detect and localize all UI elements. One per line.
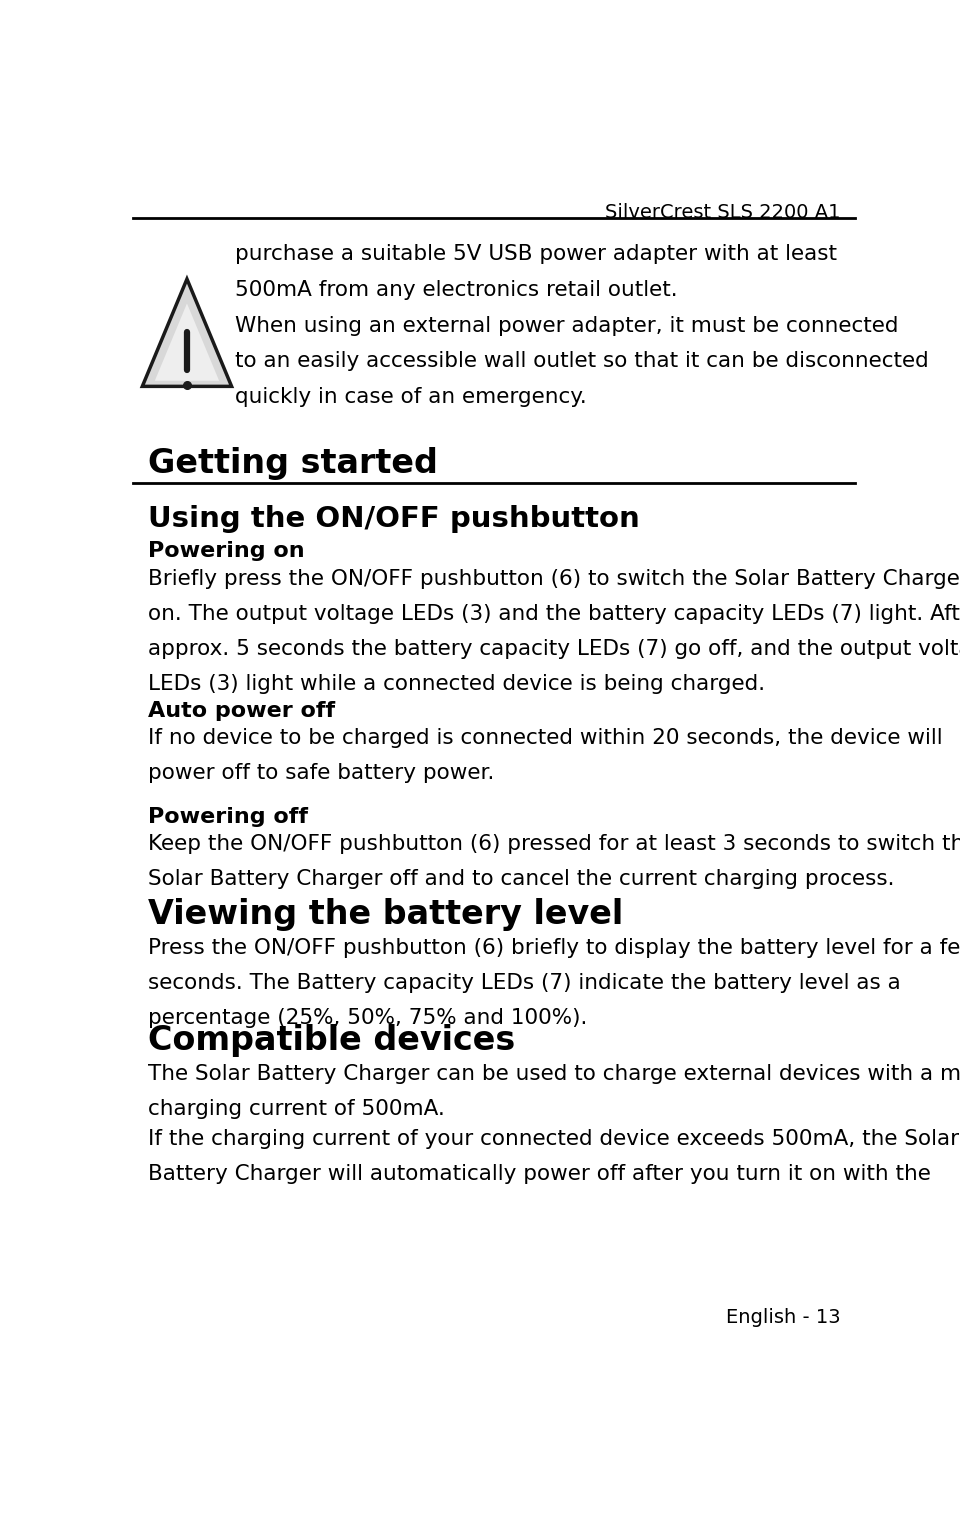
Text: Solar Battery Charger off and to cancel the current charging process.: Solar Battery Charger off and to cancel …: [148, 870, 895, 889]
Text: seconds. The Battery capacity LEDs (7) indicate the battery level as a: seconds. The Battery capacity LEDs (7) i…: [148, 973, 901, 992]
Text: percentage (25%, 50%, 75% and 100%).: percentage (25%, 50%, 75% and 100%).: [148, 1007, 588, 1027]
Text: When using an external power adapter, it must be connected: When using an external power adapter, it…: [235, 317, 899, 336]
Text: on. The output voltage LEDs (3) and the battery capacity LEDs (7) light. After: on. The output voltage LEDs (3) and the …: [148, 604, 960, 624]
Text: Briefly press the ON/OFF pushbutton (6) to switch the Solar Battery Charger: Briefly press the ON/OFF pushbutton (6) …: [148, 570, 960, 589]
Polygon shape: [142, 279, 231, 386]
Text: The Solar Battery Charger can be used to charge external devices with a max.: The Solar Battery Charger can be used to…: [148, 1064, 960, 1083]
Text: Press the ON/OFF pushbutton (6) briefly to display the battery level for a few: Press the ON/OFF pushbutton (6) briefly …: [148, 938, 960, 957]
Text: If no device to be charged is connected within 20 seconds, the device will: If no device to be charged is connected …: [148, 727, 943, 748]
Text: Auto power off: Auto power off: [148, 701, 335, 721]
Text: Viewing the battery level: Viewing the battery level: [148, 898, 624, 932]
Text: charging current of 500mA.: charging current of 500mA.: [148, 1098, 445, 1118]
Text: Keep the ON/OFF pushbutton (6) pressed for at least 3 seconds to switch the: Keep the ON/OFF pushbutton (6) pressed f…: [148, 833, 960, 854]
Text: LEDs (3) light while a connected device is being charged.: LEDs (3) light while a connected device …: [148, 674, 765, 694]
Text: If the charging current of your connected device exceeds 500mA, the Solar: If the charging current of your connecte…: [148, 1129, 959, 1148]
Text: SilverCrest SLS 2200 A1: SilverCrest SLS 2200 A1: [605, 203, 840, 221]
Text: Powering off: Powering off: [148, 807, 308, 827]
Text: Getting started: Getting started: [148, 447, 438, 480]
Text: Battery Charger will automatically power off after you turn it on with the: Battery Charger will automatically power…: [148, 1164, 931, 1185]
Text: power off to safe battery power.: power off to safe battery power.: [148, 762, 494, 783]
Text: 500mA from any electronics retail outlet.: 500mA from any electronics retail outlet…: [235, 280, 678, 300]
Text: to an easily accessible wall outlet so that it can be disconnected: to an easily accessible wall outlet so t…: [235, 351, 929, 371]
Polygon shape: [155, 303, 219, 380]
Text: purchase a suitable 5V USB power adapter with at least: purchase a suitable 5V USB power adapter…: [235, 244, 837, 264]
Text: Compatible devices: Compatible devices: [148, 1024, 516, 1057]
Text: English - 13: English - 13: [726, 1309, 840, 1327]
Text: Using the ON/OFF pushbutton: Using the ON/OFF pushbutton: [148, 504, 640, 533]
Text: quickly in case of an emergency.: quickly in case of an emergency.: [235, 388, 588, 408]
Text: approx. 5 seconds the battery capacity LEDs (7) go off, and the output voltage: approx. 5 seconds the battery capacity L…: [148, 639, 960, 659]
Text: Powering on: Powering on: [148, 541, 305, 561]
